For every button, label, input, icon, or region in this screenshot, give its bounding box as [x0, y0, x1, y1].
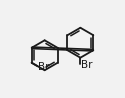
Text: Br: Br: [38, 62, 49, 72]
Text: Br: Br: [81, 60, 92, 70]
